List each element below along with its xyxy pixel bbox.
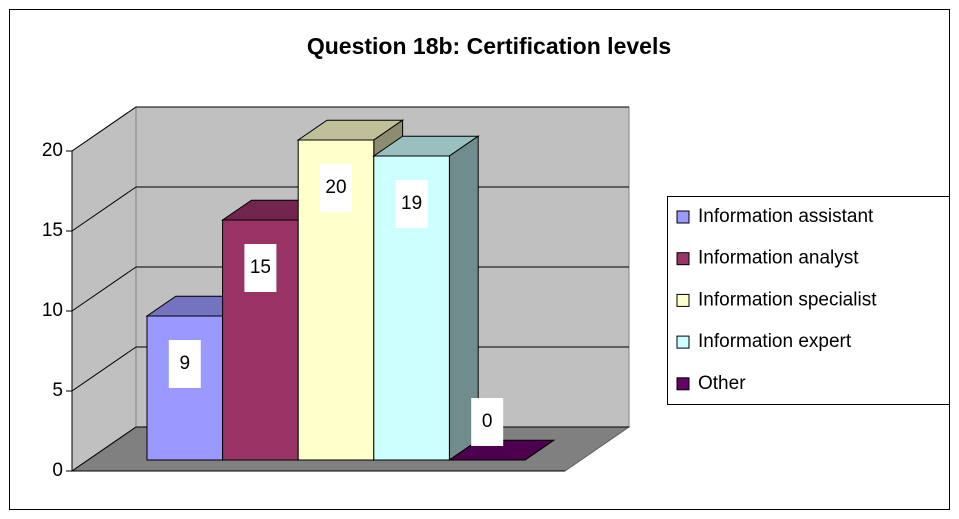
grid-line [71, 106, 137, 152]
data-label-box [471, 398, 504, 446]
y-tick-label: 20 [42, 140, 63, 161]
legend-label: Information expert [698, 331, 852, 352]
legend-label: Information analyst [698, 248, 859, 269]
grid-line [71, 186, 137, 232]
data-label-box [395, 180, 428, 228]
legend-label: Other [698, 373, 746, 394]
legend-swatch [676, 252, 690, 266]
legend-label: Information specialist [698, 289, 877, 310]
grid-line [71, 266, 137, 312]
data-label-box [244, 244, 277, 292]
y-tick-label: 10 [42, 300, 63, 321]
data-label: 0 [482, 411, 493, 432]
legend [667, 196, 950, 405]
data-label: 9 [180, 353, 191, 374]
grid-line [71, 346, 137, 392]
y-tick-label: 0 [52, 460, 63, 481]
legend-swatch [676, 210, 690, 224]
legend-swatch [676, 293, 690, 307]
data-label: 19 [401, 193, 422, 214]
grid-line [71, 426, 137, 472]
data-label-box [320, 164, 352, 212]
y-tick-label: 15 [42, 220, 63, 241]
legend-swatch [676, 377, 690, 391]
chart-title: Question 18b: Certification levels [307, 33, 671, 59]
data-label: 15 [250, 257, 271, 278]
y-tick-label: 5 [52, 380, 63, 401]
legend-label: Information assistant [698, 206, 874, 227]
bar-side [524, 439, 555, 461]
data-label-box [168, 340, 201, 388]
data-label: 20 [325, 177, 346, 198]
legend-swatch [676, 335, 690, 349]
